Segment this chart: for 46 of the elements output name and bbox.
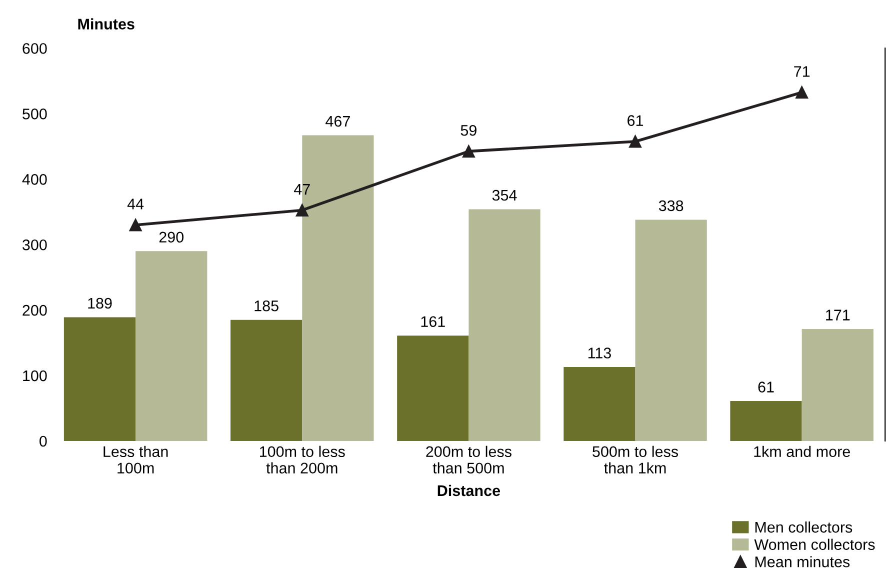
data-label: 44	[127, 198, 144, 210]
data-label: 338	[658, 200, 684, 212]
y-tick-label: 300	[22, 239, 47, 250]
data-label: 59	[460, 124, 476, 136]
point	[462, 145, 475, 158]
point	[629, 135, 642, 148]
bar	[730, 401, 802, 441]
data-label: 467	[326, 116, 350, 127]
data-label: 47	[294, 184, 310, 195]
bar	[564, 367, 636, 441]
x-tick-label: 500m to less than 1km	[592, 446, 678, 474]
x-tick-label: 1km and more	[754, 446, 850, 458]
bar	[802, 329, 874, 441]
legend-label: Women collectors	[754, 538, 875, 550]
data-label: 113	[588, 348, 611, 358]
point	[296, 204, 308, 216]
data-label: 161	[421, 316, 445, 328]
data-label: 290	[159, 232, 184, 243]
point	[796, 86, 808, 99]
x-tick-label: 100m to less than 200m	[260, 446, 345, 474]
data-label: 71	[794, 66, 810, 77]
data-label: 185	[254, 300, 278, 312]
data-label: 171	[826, 310, 850, 320]
bar	[230, 320, 302, 441]
y-tick-label: 0	[40, 436, 47, 447]
bar	[397, 336, 469, 441]
point	[129, 218, 142, 232]
data-label: 61	[628, 115, 644, 126]
y-tick-label: 500	[22, 108, 47, 120]
x-tick-label: 200m to less than 500m	[426, 446, 512, 474]
legend-label: Men collectors	[755, 521, 852, 533]
data-label: 61	[758, 382, 774, 392]
bar	[64, 317, 136, 441]
y-tick-label: 100	[23, 370, 47, 382]
legend-label: Mean minutes	[755, 556, 850, 568]
bar	[136, 251, 208, 441]
data-label: 354	[492, 190, 517, 201]
bar	[635, 220, 707, 441]
y-tick-label: 400	[22, 174, 47, 185]
x-axis-title: Distance	[438, 484, 500, 496]
y-tick-label: 200	[22, 304, 47, 316]
y-tick-label: 600	[22, 43, 47, 54]
data-label: 189	[88, 298, 112, 309]
x-tick-label: Less than 100m	[104, 446, 168, 474]
y-axis-title: Minutes	[78, 18, 134, 30]
bar	[468, 209, 540, 441]
